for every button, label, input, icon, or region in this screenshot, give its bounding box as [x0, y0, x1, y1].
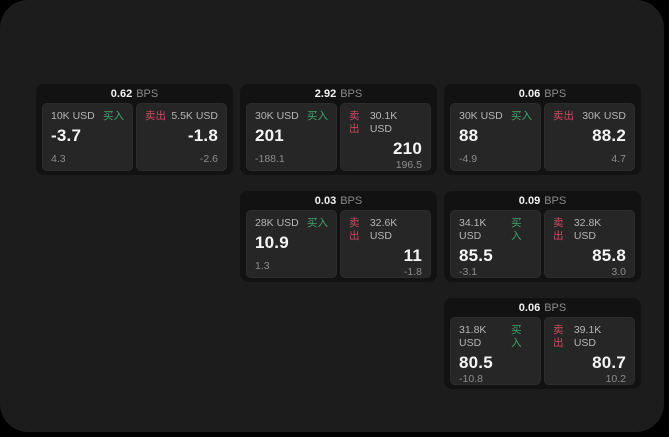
sell-amount: 39.1K USD	[573, 324, 602, 349]
sell-label: 卖出	[349, 110, 360, 135]
buy-price: 10.9	[255, 233, 289, 252]
sell-label: 卖出	[553, 217, 564, 242]
buy-delta: -4.9	[459, 153, 478, 165]
buy-label: 买入	[511, 324, 522, 349]
sell-amount: 30.1K USD	[369, 110, 398, 135]
sell-panel[interactable]: 卖出 30.1K USD 210 196.5	[340, 103, 431, 171]
buy-label: 买入	[511, 110, 532, 122]
sell-price: 88.2	[592, 126, 626, 145]
sell-label: 卖出	[145, 110, 166, 122]
buy-amount: 31.8K USD	[459, 324, 487, 349]
buy-amount: 30K USD	[255, 110, 299, 122]
bps-header: 2.92 BPS	[246, 84, 431, 103]
buy-amount: 28K USD	[255, 217, 299, 229]
buy-price: 85.5	[459, 246, 493, 265]
bps-unit-label: BPS	[340, 194, 363, 207]
sell-price: 11	[403, 246, 422, 265]
sell-label: 卖出	[553, 110, 574, 122]
bps-header: 0.06 BPS	[450, 298, 635, 317]
sell-amount: 32.8K USD	[573, 217, 602, 242]
buy-delta: -3.1	[459, 266, 478, 278]
buy-panel[interactable]: 34.1K USD 买入 85.5 -3.1	[450, 210, 541, 278]
sell-price: 85.8	[592, 246, 626, 265]
bps-unit-label: BPS	[544, 87, 567, 100]
buy-amount: 10K USD	[51, 110, 95, 122]
quote-card: 0.06 BPS 31.8K USD 买入 80.5 -10.8 卖出 39.1…	[444, 298, 641, 389]
buy-panel[interactable]: 31.8K USD 买入 80.5 -10.8	[450, 317, 541, 385]
sell-panel[interactable]: 卖出 32.8K USD 85.8 3.0	[544, 210, 635, 278]
quote-card: 0.62 BPS 10K USD 买入 -3.7 4.3 卖出 5.5K USD	[36, 84, 233, 175]
buy-delta: -10.8	[459, 373, 483, 385]
quote-card: 0.03 BPS 28K USD 买入 10.9 1.3 卖出 32.6K US…	[240, 191, 437, 282]
sell-label: 卖出	[349, 217, 360, 242]
sell-amount: 30K USD	[582, 110, 626, 122]
buy-label: 买入	[511, 217, 522, 242]
bps-unit-label: BPS	[544, 194, 567, 207]
buy-price: 201	[255, 126, 284, 145]
buy-price: 80.5	[459, 353, 493, 372]
sell-panel[interactable]: 卖出 5.5K USD -1.8 -2.6	[136, 103, 227, 171]
buy-price: -3.7	[51, 126, 82, 145]
sell-price: 210	[393, 139, 422, 158]
bps-unit-label: BPS	[544, 301, 567, 314]
bps-value: 0.03	[314, 194, 337, 207]
bps-header: 0.03 BPS	[246, 191, 431, 210]
buy-amount: 34.1K USD	[459, 217, 487, 242]
sell-delta: 4.7	[611, 153, 626, 165]
quote-card: 2.92 BPS 30K USD 买入 201 -188.1 卖出 30.1K …	[240, 84, 437, 175]
bps-header: 0.06 BPS	[450, 84, 635, 103]
sell-delta: 3.0	[611, 266, 626, 278]
sell-delta: -1.8	[403, 266, 422, 278]
buy-label: 买入	[307, 110, 328, 122]
buy-panel[interactable]: 28K USD 买入 10.9 1.3	[246, 210, 337, 278]
buy-label: 买入	[103, 110, 124, 122]
bps-unit-label: BPS	[340, 87, 363, 100]
quote-grid: 0.62 BPS 10K USD 买入 -3.7 4.3 卖出 5.5K USD	[36, 84, 641, 389]
sell-label: 卖出	[553, 324, 564, 349]
bps-value: 0.06	[518, 87, 541, 100]
buy-delta: 1.3	[255, 260, 270, 272]
buy-delta: -188.1	[255, 153, 285, 165]
buy-delta: 4.3	[51, 153, 66, 165]
buy-amount: 30K USD	[459, 110, 503, 122]
bps-header: 0.62 BPS	[42, 84, 227, 103]
buy-panel[interactable]: 10K USD 买入 -3.7 4.3	[42, 103, 133, 171]
bps-value: 0.06	[518, 301, 541, 314]
buy-panel[interactable]: 30K USD 买入 201 -188.1	[246, 103, 337, 171]
bps-value: 0.09	[518, 194, 541, 207]
buy-panel[interactable]: 30K USD 买入 88 -4.9	[450, 103, 541, 171]
bps-header: 0.09 BPS	[450, 191, 635, 210]
sell-panel[interactable]: 卖出 32.6K USD 11 -1.8	[340, 210, 431, 278]
sell-price: 80.7	[592, 353, 626, 372]
bps-value: 2.92	[314, 87, 337, 100]
quote-card: 0.09 BPS 34.1K USD 买入 85.5 -3.1 卖出 32.8K…	[444, 191, 641, 282]
sell-price: -1.8	[187, 126, 218, 145]
sell-amount: 32.6K USD	[369, 217, 398, 242]
sell-amount: 5.5K USD	[171, 110, 218, 122]
bps-unit-label: BPS	[136, 87, 159, 100]
sell-panel[interactable]: 卖出 39.1K USD 80.7 10.2	[544, 317, 635, 385]
sell-delta: 10.2	[605, 373, 626, 385]
quote-card: 0.06 BPS 30K USD 买入 88 -4.9 卖出 30K USD	[444, 84, 641, 175]
sell-panel[interactable]: 卖出 30K USD 88.2 4.7	[544, 103, 635, 171]
sell-delta: 196.5	[395, 159, 422, 171]
sell-delta: -2.6	[199, 153, 218, 165]
buy-label: 买入	[307, 217, 328, 229]
bps-value: 0.62	[110, 87, 133, 100]
buy-price: 88	[459, 126, 479, 145]
